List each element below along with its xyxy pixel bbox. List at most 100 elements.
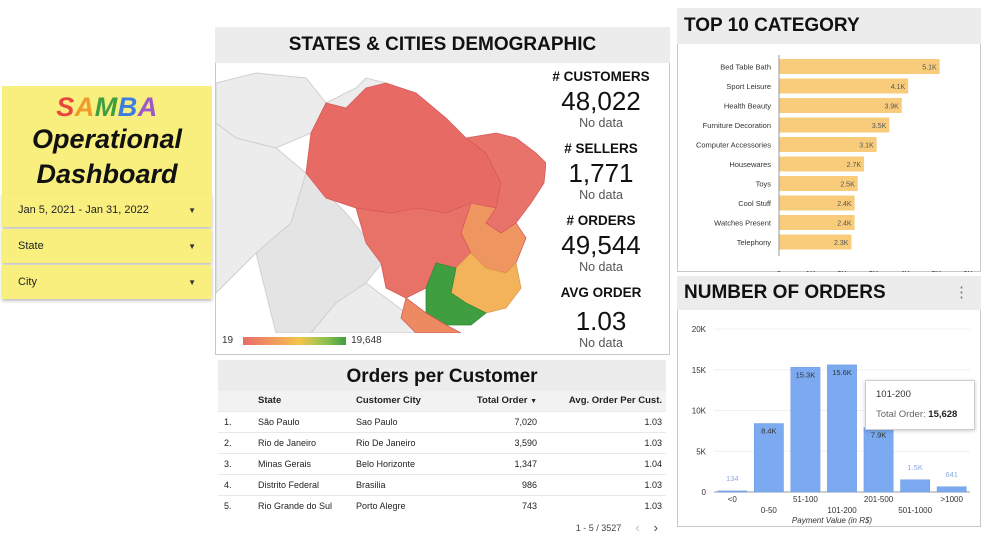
sort-desc-icon: ▼ [530, 398, 537, 406]
legend-min: 19 [222, 335, 234, 346]
bar-value-label: 15.3K [796, 370, 816, 379]
bar-value-label: 134 [726, 474, 739, 483]
histogram-bar[interactable] [900, 479, 931, 493]
orders-chart-panel: 0 5K 10K 15K 20K 134 <0 8.4K 0-50 15.3K 51-100 15.6… [677, 310, 981, 527]
histogram-bar[interactable] [717, 490, 748, 493]
brand-letter: B [117, 92, 138, 122]
legend-max: 19,648 [351, 335, 382, 346]
cell-total-order: 1,347 [457, 452, 541, 474]
category-label: Bed Table Bath [720, 63, 771, 72]
column-header-avg-order[interactable]: Avg. Order Per Cust. [541, 391, 666, 411]
bar-value-label: 2.4K [837, 201, 852, 208]
top10-bar-chart: Bed Table Bath 5.1K Sport Leisure 4.1K Healt… [696, 55, 974, 279]
column-header-total-order[interactable]: Total Order ▼ [457, 391, 541, 411]
y-tick-label: 0 [702, 488, 707, 497]
kpi-subtext: No data [579, 336, 623, 350]
cell-avg-order: 1.03 [541, 410, 666, 432]
histogram-bar[interactable] [790, 367, 821, 493]
cell-city: Belo Horizonte [352, 452, 457, 474]
category-label: Cool Stuff [738, 199, 772, 208]
category-bar[interactable] [779, 59, 940, 74]
histogram-bar[interactable] [936, 486, 967, 493]
cell-avg-order: 1.04 [541, 452, 666, 474]
row-index: 2. [218, 431, 254, 453]
table-row[interactable]: 3. Minas Gerais Belo Horizonte 1,347 1.0… [218, 452, 666, 474]
category-bar[interactable] [779, 215, 855, 230]
category-label: Health Beauty [724, 102, 771, 111]
bar-value-label: 5.1K [922, 65, 937, 72]
map-region-south [400, 297, 462, 333]
date-range-filter[interactable]: Jan 5, 2021 - Jan 31, 2022 ▼ [2, 193, 212, 227]
category-bar[interactable] [779, 137, 877, 152]
category-label: Housewares [729, 160, 771, 169]
brand-letter: A [74, 92, 95, 122]
brand-letter: A [137, 92, 158, 122]
bar-value-label: 7.9K [871, 431, 886, 440]
more-options-icon[interactable]: ⋮ [954, 284, 969, 301]
x-tick-label: >1000 [940, 495, 963, 504]
city-filter[interactable]: City ▼ [2, 265, 212, 299]
x-tick-label: <0 [728, 495, 738, 504]
bar-value-label: 2.5K [840, 182, 855, 189]
bar-value-label: 2.4K [837, 221, 852, 228]
x-tick-label: 6K [963, 270, 973, 272]
row-index: 4. [218, 473, 254, 495]
kpi-value: 1.03 [575, 306, 627, 336]
brand-letter: S [56, 92, 75, 122]
cell-state: Distrito Federal [254, 473, 352, 495]
column-header-index [218, 391, 254, 411]
kpi-subtext: No data [579, 188, 623, 202]
table-row[interactable]: 4. Distrito Federal Brasilia 986 1.03 [218, 473, 666, 495]
x-axis-title: Payment Value (in R$) [792, 516, 873, 525]
table-row[interactable]: 1. São Paulo Sao Paulo 7,020 1.03 [218, 410, 666, 432]
bar-value-label: 641 [945, 470, 958, 479]
category-bar[interactable] [779, 176, 858, 191]
histogram-bar[interactable] [827, 364, 857, 493]
category-bar[interactable] [779, 78, 909, 94]
x-tick-label: 2K [837, 270, 847, 272]
category-bar[interactable] [779, 195, 855, 211]
date-range-label: Jan 5, 2021 - Jan 31, 2022 [18, 204, 149, 216]
kpi-subtext: No data [579, 116, 623, 130]
city-filter-label: City [18, 276, 37, 288]
state-filter[interactable]: State ▼ [2, 229, 212, 263]
table-header-row: State Customer City Total Order ▼ Avg. O… [218, 391, 666, 411]
category-bar[interactable] [779, 234, 852, 250]
y-tick-label: 10K [692, 407, 707, 416]
brand-letter: M [94, 92, 118, 122]
histogram-bar[interactable] [753, 423, 784, 493]
histogram-bar[interactable] [863, 427, 894, 493]
kpi-label: # ORDERS [566, 213, 636, 228]
cell-total-order: 743 [457, 494, 541, 516]
dashboard-title-line1: Operational [31, 124, 183, 154]
kpi-customers: # CUSTOMERS 48,022 No data [541, 69, 661, 141]
tooltip-value: 15,628 [928, 409, 958, 420]
x-tick-label: 4K [900, 270, 910, 272]
kpi-sellers: # SELLERS 1,771 No data [541, 141, 661, 213]
previous-page-icon[interactable]: ‹ [635, 520, 640, 535]
orders-histogram-header: NUMBER OF ORDERS ⋮ [677, 276, 981, 310]
bar-value-label: 1.5K [907, 463, 922, 472]
pagination-range: 1 - 5 / 3527 [575, 522, 622, 533]
pagination: 1 - 5 / 3527 ‹ › [576, 520, 658, 535]
table-row[interactable]: 2. Rio de Janeiro Rio De Janeiro 3,590 1… [218, 431, 666, 453]
x-tick-label: 0 [777, 270, 782, 272]
cell-avg-order: 1.03 [541, 494, 666, 516]
category-bar[interactable] [779, 117, 890, 133]
category-label: Telephony [737, 238, 771, 247]
map-region-northeast [465, 132, 546, 234]
chevron-down-icon: ▼ [188, 241, 196, 251]
bar-value-label: 15.6K [832, 368, 852, 377]
next-page-icon[interactable]: › [653, 520, 658, 535]
table-row[interactable]: 5. Rio Grande do Sul Porto Alegre 743 1.… [218, 494, 666, 516]
category-bar[interactable] [779, 98, 902, 113]
column-header-label: Total Order [476, 395, 528, 407]
cell-total-order: 986 [457, 473, 541, 495]
column-header-city[interactable]: Customer City [352, 391, 457, 411]
column-header-state[interactable]: State [254, 391, 352, 411]
kpi-value: 1,771 [568, 158, 634, 188]
bar-value-label: 4.1K [891, 84, 906, 91]
brazil-map[interactable] [216, 63, 546, 333]
category-bar[interactable] [779, 156, 865, 172]
kpi-label: # SELLERS [564, 141, 638, 156]
